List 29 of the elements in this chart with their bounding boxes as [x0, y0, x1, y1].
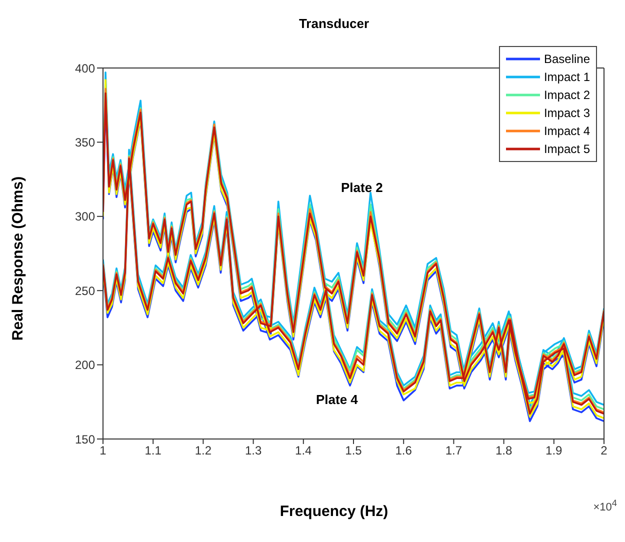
x-tick-label: 1.6	[395, 444, 412, 458]
x-tick-label: 2	[600, 444, 608, 458]
x-tick-label: 1.2	[194, 444, 212, 458]
legend-label: Impact 2	[544, 88, 590, 102]
x-tick-label: 1.5	[345, 444, 362, 458]
y-tick-label: 200	[74, 358, 96, 372]
y-tick-label: 400	[74, 61, 96, 76]
y-tick-label: 250	[74, 284, 96, 298]
x-tick-label: 1.3	[244, 444, 262, 458]
y-tick-label: 300	[74, 210, 96, 224]
annotation: Plate 2	[341, 180, 383, 195]
legend-label: Impact 4	[544, 124, 590, 138]
legend-label: Impact 1	[544, 70, 590, 84]
x-tick-label: 1.9	[546, 444, 563, 458]
y-axis-title: Real Response (Ohms)	[10, 176, 26, 341]
legend-label: Impact 3	[544, 106, 590, 120]
x-tick-label: 1.8	[495, 444, 512, 458]
chart-title: Transducer	[298, 16, 370, 31]
x-tick-label: 1	[100, 444, 107, 458]
legend-label: Baseline	[544, 52, 590, 66]
x-tick-label: 1.1	[144, 444, 162, 458]
annotation: Plate 4	[316, 392, 358, 407]
x-tick-label: 1.7	[445, 444, 462, 458]
y-tick-label: 150	[74, 432, 96, 446]
legend-label: Impact 5	[544, 142, 590, 156]
text: ×10$^{4}$	[593, 498, 617, 514]
x-axis-title: Frequency (Hz)	[280, 503, 388, 520]
x-tick-label: 1.4	[295, 444, 312, 458]
y-tick-label: 350	[74, 135, 96, 150]
